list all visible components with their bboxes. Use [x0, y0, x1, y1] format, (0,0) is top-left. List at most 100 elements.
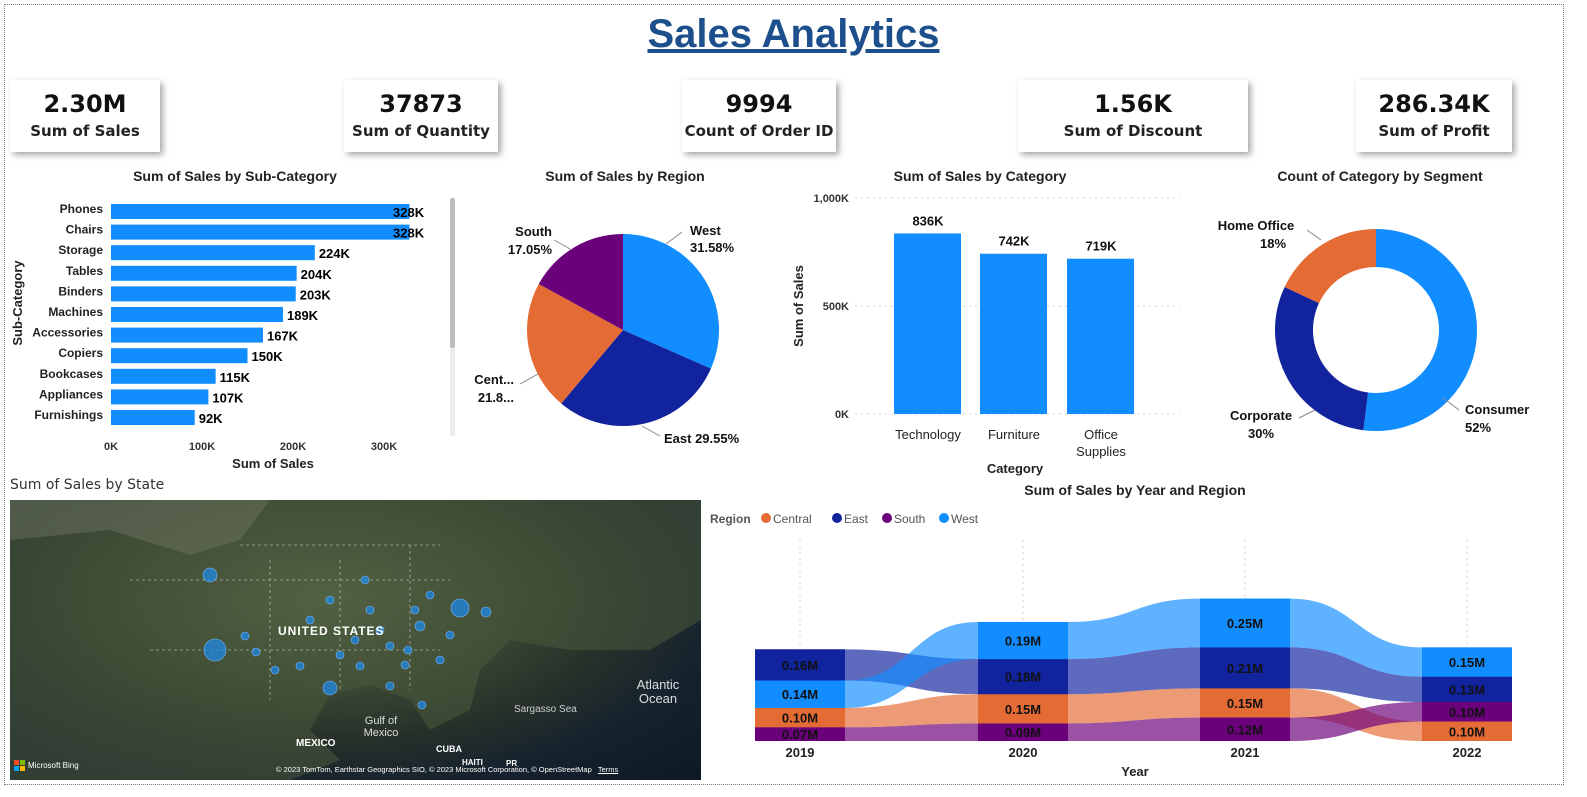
state-bubble[interactable]: [410, 605, 420, 615]
ribbon-segment-overlay[interactable]: [1200, 688, 1290, 718]
state-bubble[interactable]: [322, 680, 338, 696]
land-shape-north: [10, 500, 270, 555]
donut-slice[interactable]: [1363, 229, 1477, 431]
pie-slice[interactable]: [538, 234, 623, 330]
bar[interactable]: [111, 307, 283, 322]
attribution-text: © 2023 TomTom, Earthstar Geographics SIO…: [276, 765, 592, 774]
column-bar[interactable]: [1067, 258, 1134, 414]
legend-label[interactable]: East: [844, 512, 869, 526]
bar[interactable]: [111, 348, 248, 364]
ribbon-segment-overlay[interactable]: [1200, 717, 1290, 741]
state-bubble[interactable]: [202, 567, 218, 583]
legend-label[interactable]: Central: [773, 512, 812, 526]
state-bubble[interactable]: [385, 681, 395, 691]
ribbon[interactable]: [1068, 647, 1200, 695]
kpi-card-orders[interactable]: 9994 Count of Order ID: [682, 80, 836, 152]
category-column-chart[interactable]: 0K 500K 1,000K 836K Technology 742K Furniture 7…: [785, 188, 1185, 483]
state-bubble[interactable]: [270, 665, 280, 675]
year-region-ribbon-chart[interactable]: Region Central East South West 0.10M 0.15M 0.15…: [705, 505, 1555, 785]
state-bubble[interactable]: [480, 606, 492, 618]
state-bubble[interactable]: [325, 595, 335, 605]
ribbon-segment-overlay[interactable]: [978, 659, 1068, 695]
subcategory-bar-chart[interactable]: Phones 328K Chairs 328K Storage 224K Tables 204…: [8, 188, 463, 478]
state-bubble[interactable]: [350, 635, 360, 645]
ytick-label: Tables: [66, 264, 103, 278]
state-bubble[interactable]: [295, 661, 305, 671]
bar[interactable]: [111, 245, 315, 261]
ribbon[interactable]: [1068, 598, 1200, 660]
state-bubble[interactable]: [251, 647, 261, 657]
state-bubble[interactable]: [400, 660, 410, 670]
state-bubble[interactable]: [425, 590, 435, 600]
kpi-card-discount[interactable]: 1.56K Sum of Discount: [1018, 80, 1248, 152]
state-bubble[interactable]: [450, 598, 470, 618]
scrollbar[interactable]: [450, 198, 455, 348]
region-pie-chart[interactable]: West 31.58% East 29.55% Cent... 21.8... South…: [462, 188, 792, 458]
ribbon[interactable]: [845, 723, 978, 741]
sales-map[interactable]: UNITED STATES MEXICO Gulf of Mexico CUBA…: [10, 500, 701, 780]
ribbon-segment-overlay[interactable]: [1422, 702, 1512, 722]
ribbon-segment-overlay[interactable]: [755, 707, 845, 728]
ribbon-segment-overlay[interactable]: [755, 649, 845, 681]
bar[interactable]: [111, 389, 209, 405]
column-bar[interactable]: [894, 233, 961, 414]
state-bubble[interactable]: [414, 620, 426, 632]
ribbon-segment-overlay[interactable]: [1422, 721, 1512, 742]
donut-slice[interactable]: [1275, 286, 1369, 431]
ribbon-segment-overlay[interactable]: [978, 622, 1068, 660]
state-bubble[interactable]: [417, 700, 427, 710]
legend-marker[interactable]: [832, 513, 842, 523]
pie-slice[interactable]: [527, 284, 623, 404]
legend-marker[interactable]: [882, 513, 892, 523]
pie-slice[interactable]: [623, 234, 719, 369]
bar[interactable]: [111, 224, 410, 240]
donut-slice[interactable]: [1284, 229, 1376, 304]
ribbon[interactable]: [1290, 598, 1422, 677]
state-bubble[interactable]: [360, 575, 370, 585]
ribbon[interactable]: [1068, 717, 1200, 741]
kpi-card-sales[interactable]: 2.30M Sum of Sales: [10, 80, 160, 152]
state-bubble[interactable]: [403, 645, 413, 655]
ribbon[interactable]: [1068, 688, 1200, 724]
scrollbar-track[interactable]: [450, 348, 455, 436]
ribbon-segment-overlay[interactable]: [1422, 647, 1512, 677]
segment-donut-chart[interactable]: Consumer 52% Corporate 30% Home Office 18%: [1195, 188, 1555, 458]
bar[interactable]: [111, 204, 410, 219]
state-bubble[interactable]: [305, 615, 315, 625]
ribbon-segment-overlay[interactable]: [1422, 676, 1512, 702]
ribbon-segment-overlay[interactable]: [755, 680, 845, 708]
state-bubble[interactable]: [375, 625, 385, 635]
ribbon[interactable]: [1290, 702, 1422, 741]
ribbon-segment-overlay[interactable]: [978, 723, 1068, 741]
bar[interactable]: [111, 286, 296, 302]
state-bubble[interactable]: [355, 661, 365, 671]
state-bubble[interactable]: [335, 650, 345, 660]
ribbon-segment-overlay[interactable]: [978, 694, 1068, 724]
ribbon[interactable]: [845, 694, 978, 728]
bar[interactable]: [111, 265, 297, 281]
legend-label[interactable]: West: [951, 512, 979, 526]
ytick-label: Accessories: [32, 326, 103, 340]
ribbon-segment-overlay[interactable]: [1200, 598, 1290, 648]
state-bubble[interactable]: [445, 630, 455, 640]
legend-marker[interactable]: [939, 513, 949, 523]
legend-marker[interactable]: [761, 513, 771, 523]
ribbon[interactable]: [845, 622, 978, 708]
state-bubble[interactable]: [385, 641, 395, 651]
state-bubble[interactable]: [435, 655, 445, 665]
state-bubble[interactable]: [365, 605, 375, 615]
ribbon-segment-overlay[interactable]: [755, 727, 845, 741]
state-bubble[interactable]: [240, 631, 250, 641]
pie-slice[interactable]: [561, 330, 711, 426]
kpi-card-quantity[interactable]: 37873 Sum of Quantity: [344, 80, 498, 152]
legend-label[interactable]: South: [894, 512, 925, 526]
kpi-card-profit[interactable]: 286.34K Sum of Profit: [1356, 80, 1512, 152]
bar[interactable]: [111, 410, 195, 425]
bar[interactable]: [111, 327, 263, 343]
ribbon-segment-overlay[interactable]: [1200, 647, 1290, 689]
terms-link[interactable]: Terms: [597, 765, 619, 774]
column-bar[interactable]: [980, 253, 1047, 414]
bar[interactable]: [111, 368, 216, 384]
state-bubble[interactable]: [203, 638, 227, 662]
ribbon[interactable]: [1290, 647, 1422, 702]
